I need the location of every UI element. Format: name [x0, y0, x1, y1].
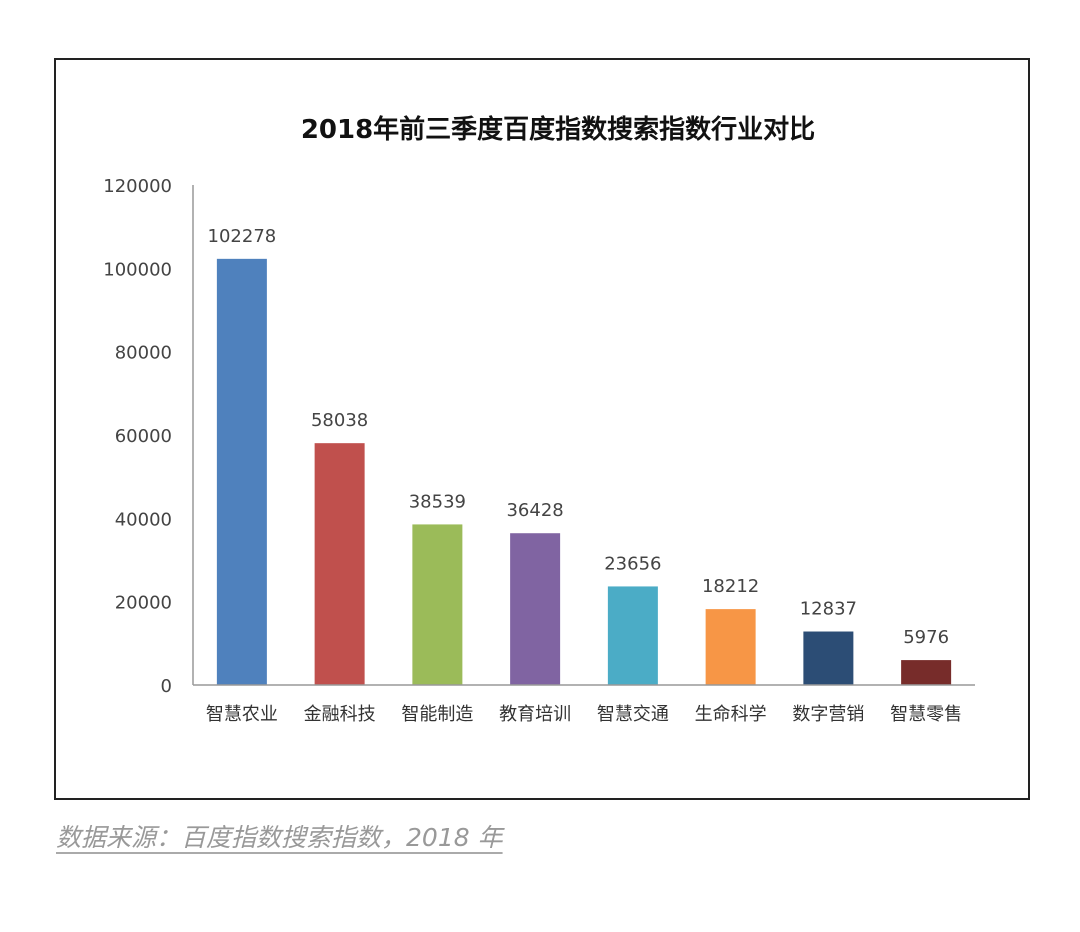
chart-title: 2018年前三季度百度指数搜索指数行业对比: [301, 114, 815, 145]
bar: [216, 258, 267, 685]
x-tick-label: 智慧零售: [890, 704, 962, 725]
x-axis: 智慧农业 金融科技 智能制造 教育培训 智慧交通 生命科学 数字营销 智慧零售: [193, 684, 975, 725]
bar: [412, 524, 463, 685]
y-tick-label: 100000: [103, 259, 172, 280]
y-axis: 0 20000 40000 60000 80000 100000 120000: [103, 176, 194, 697]
data-label: 102278: [208, 226, 277, 247]
x-tick-label: 生命科学: [695, 704, 767, 725]
data-label: 58038: [311, 410, 368, 431]
bars: 102278 58038 38539 36428 23656 18212 12837 5976: [208, 226, 952, 685]
x-tick-label: 数字营销: [792, 704, 864, 725]
y-tick-label: 20000: [115, 593, 172, 614]
y-tick-label: 80000: [115, 343, 172, 364]
bar: [607, 586, 658, 685]
y-tick-label: 40000: [115, 509, 172, 530]
data-label: 23656: [604, 553, 661, 574]
x-tick-label: 智慧交通: [597, 704, 669, 725]
bar: [314, 443, 365, 685]
data-label: 36428: [506, 500, 563, 521]
data-label: 18212: [702, 576, 759, 597]
bar: [803, 631, 854, 685]
bar: [901, 660, 952, 685]
x-tick-label: 金融科技: [304, 704, 376, 725]
source-caption: 数据来源：百度指数搜索指数，2018 年: [56, 823, 503, 852]
x-tick-label: 智能制造: [401, 704, 473, 725]
y-tick-label: 60000: [115, 426, 172, 447]
y-tick-label: 0: [161, 676, 172, 697]
data-label: 5976: [903, 627, 949, 648]
bar: [510, 533, 561, 685]
bar: [705, 609, 756, 685]
y-tick-label: 120000: [103, 176, 172, 197]
x-tick-label: 智慧农业: [206, 704, 278, 725]
data-label: 38539: [409, 491, 466, 512]
chart-frame: [54, 58, 1030, 800]
data-label: 12837: [800, 599, 857, 620]
x-tick-label: 教育培训: [499, 704, 571, 725]
